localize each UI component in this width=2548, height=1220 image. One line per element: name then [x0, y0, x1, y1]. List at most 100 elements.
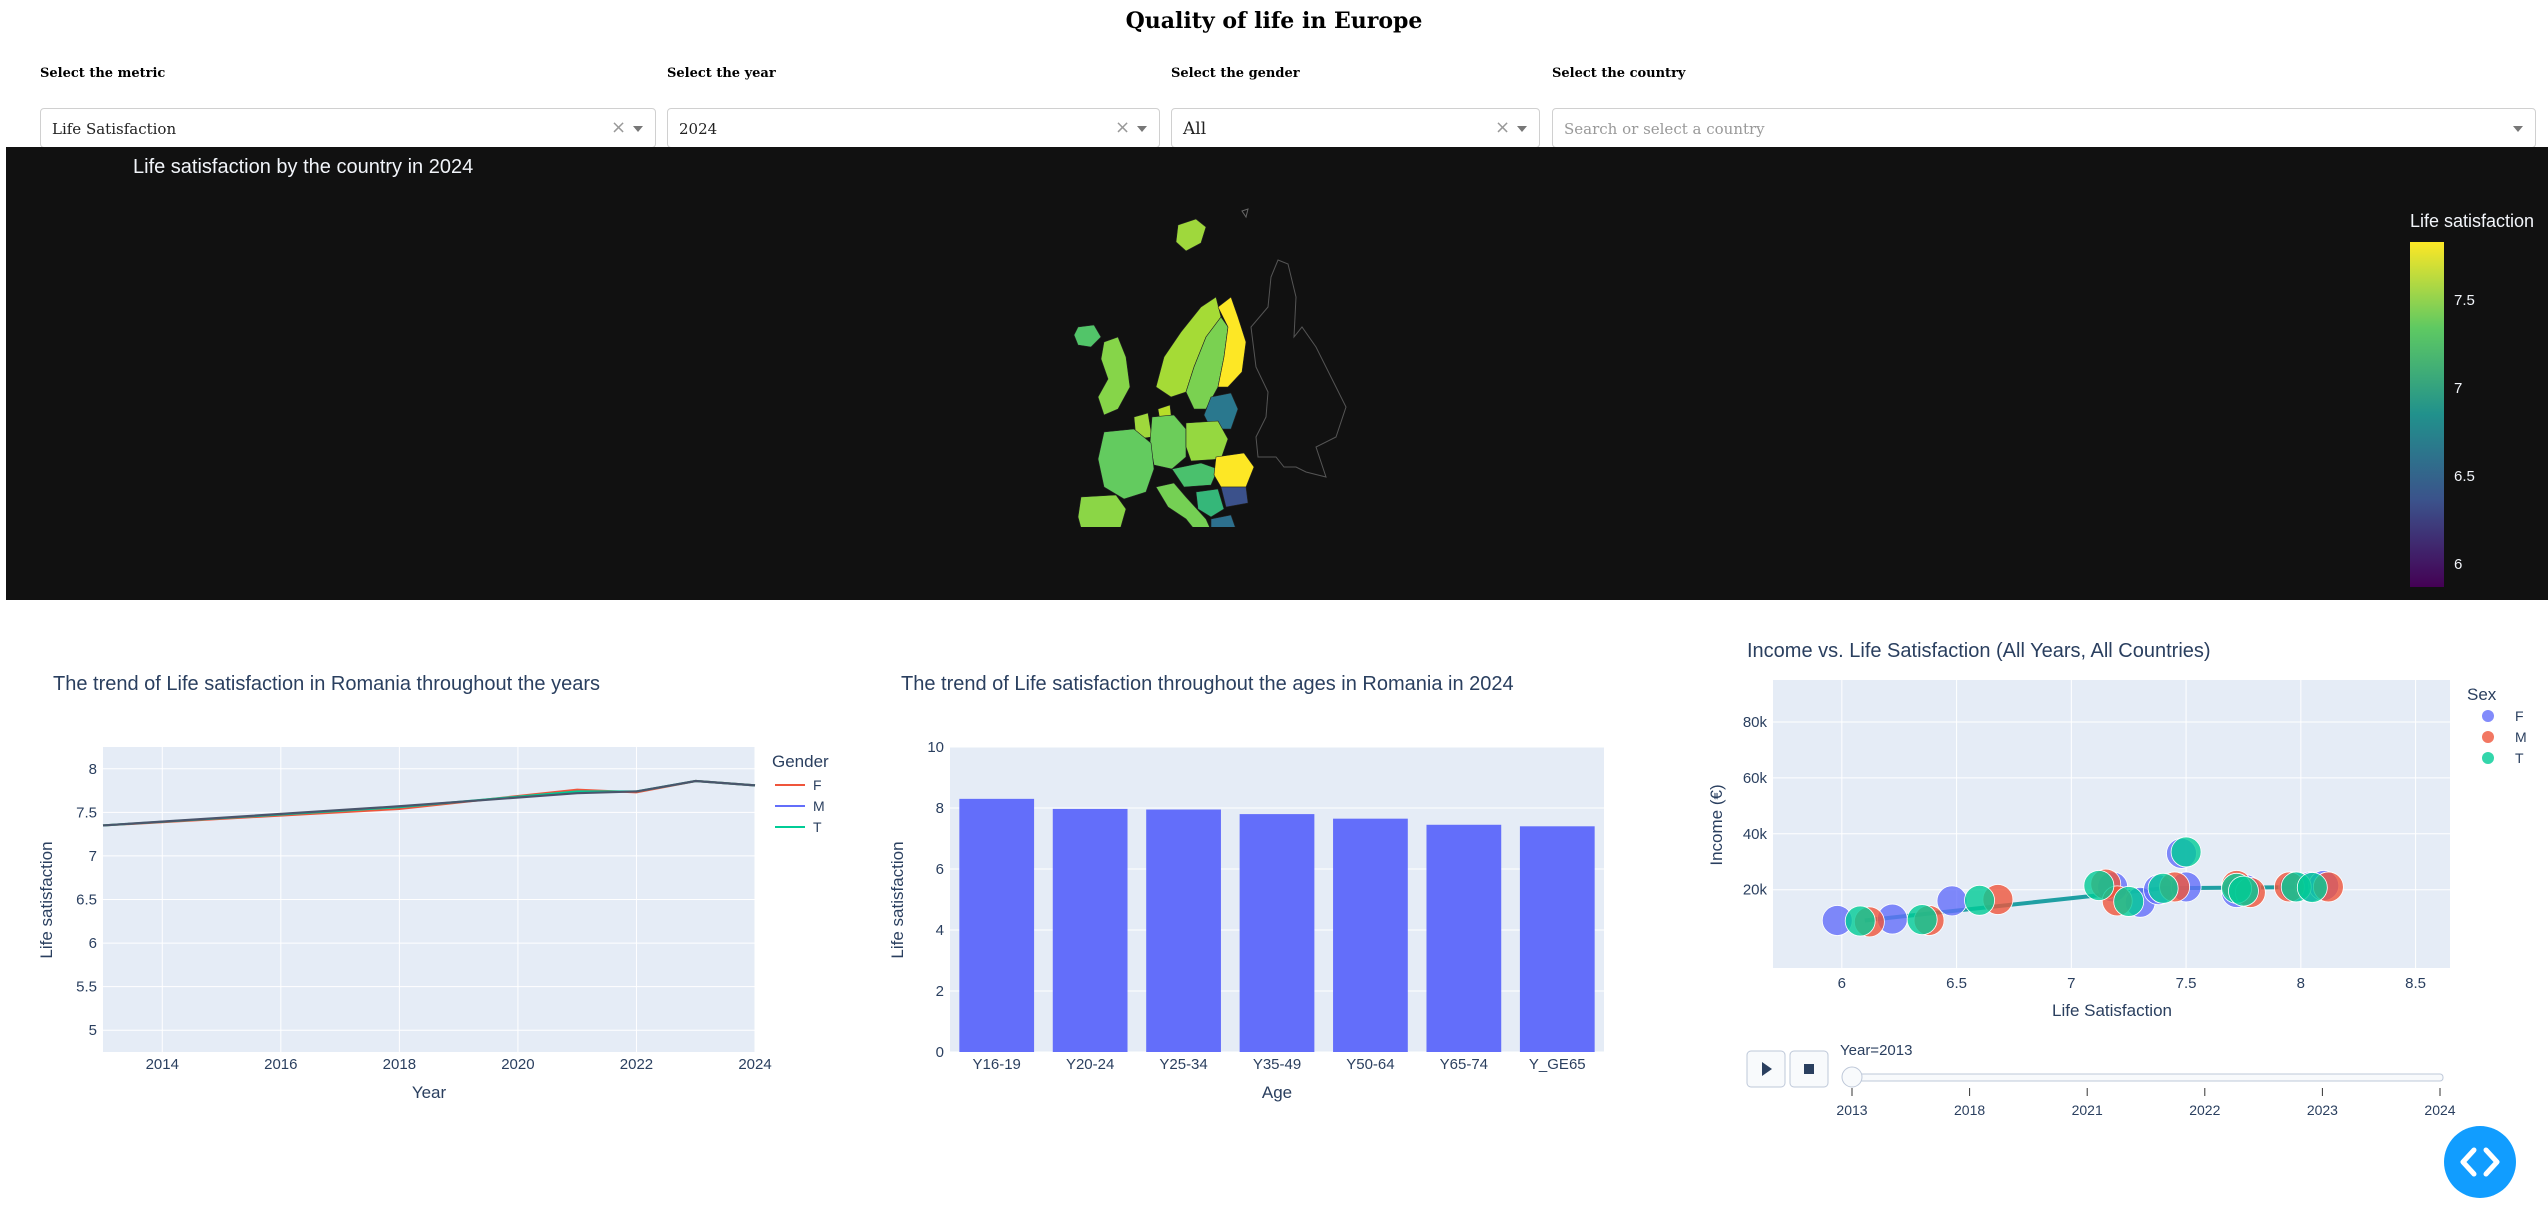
code-brackets-icon: [2460, 1147, 2500, 1177]
year-dropdown[interactable]: 2024 ×: [667, 108, 1160, 148]
slider-step-label: 2023: [2307, 1102, 2338, 1118]
colorbar-tick-6: 6: [2454, 556, 2463, 573]
stop-icon: [1804, 1064, 1814, 1074]
year-label: Select the year: [667, 66, 776, 81]
colorbar: [2410, 242, 2444, 587]
line-y-tick-label: 7: [89, 848, 97, 865]
country-italy[interactable]: [1155, 482, 1214, 527]
line-legend-label-m: M: [813, 798, 825, 814]
trend-line-chart[interactable]: The trend of Life satisfaction in Romani…: [0, 640, 860, 1120]
scatter-point-t: [2228, 875, 2259, 907]
year-slider-track[interactable]: [1842, 1073, 2444, 1082]
year-chevron-down-icon[interactable]: [1137, 126, 1147, 132]
bar-y-axis-label: Life satisfaction: [888, 841, 907, 958]
year-slider-handle[interactable]: [1841, 1066, 1863, 1088]
slider-step-label: 2022: [2189, 1102, 2220, 1118]
country-dropdown[interactable]: Search or select a country: [1552, 108, 2536, 148]
scatter-legend-label-m: M: [2515, 729, 2527, 745]
gender-clear-icon[interactable]: ×: [1495, 117, 1511, 138]
country-finland[interactable]: [1217, 296, 1247, 388]
year-value: 2024: [679, 120, 718, 138]
no-data-island: [1241, 208, 1249, 219]
colorbar-tick-75: 7.5: [2454, 292, 2475, 309]
scatter-point-t: [1964, 884, 1995, 916]
metric-chevron-down-icon[interactable]: [633, 126, 643, 132]
choropleth-map[interactable]: Life satisfaction by the country in 2024: [6, 147, 2548, 600]
play-button[interactable]: [1746, 1050, 1786, 1088]
scatter-legend-swatch-t: [2482, 752, 2494, 764]
metric-label: Select the metric: [40, 66, 166, 81]
line-x-tick-label: 2022: [620, 1056, 653, 1073]
scatter-legend-swatch-f: [2482, 710, 2494, 722]
map-title: Life satisfaction by the country in 2024: [133, 156, 474, 178]
country-balkans[interactable]: [1195, 488, 1225, 518]
metric-value: Life Satisfaction: [52, 120, 177, 138]
gender-dropdown[interactable]: All ×: [1171, 108, 1540, 148]
bar-y25-34: [1146, 809, 1221, 1052]
scatter-point-t: [2147, 872, 2179, 904]
country-france[interactable]: [1097, 428, 1155, 500]
country-iceland[interactable]: [1175, 218, 1207, 252]
metric-clear-icon[interactable]: ×: [611, 117, 627, 138]
bar-y20-24: [1052, 808, 1128, 1052]
country-ireland[interactable]: [1073, 324, 1102, 348]
bar-x-tick-label: Y50-64: [1346, 1056, 1394, 1073]
slider-step-label: 2021: [2072, 1102, 2103, 1118]
line-legend-label-f: F: [813, 777, 822, 793]
europe-map[interactable]: [1006, 197, 1366, 527]
devtools-toggle-button[interactable]: [2444, 1126, 2516, 1198]
line-x-tick-label: 2024: [738, 1056, 771, 1073]
scatter-x-tick-label: 7.5: [2176, 975, 2197, 992]
line-y-tick-label: 8: [89, 761, 97, 778]
line-x-tick-label: 2018: [383, 1056, 416, 1073]
scatter-point-t: [1906, 904, 1938, 936]
line-chart-title: The trend of Life satisfaction in Romani…: [53, 673, 600, 695]
scatter-legend-label-t: T: [2515, 750, 2524, 766]
country-iberia[interactable]: [1077, 494, 1127, 527]
scatter-x-tick-label: 7: [2067, 975, 2075, 992]
bar-y_ge65: [1519, 826, 1595, 1052]
age-bar-chart[interactable]: The trend of Life satisfaction throughou…: [860, 640, 1620, 1120]
scatter-point-t: [1844, 905, 1876, 937]
line-y-tick-label: 7.5: [76, 804, 97, 821]
scatter-y-tick-label: 40k: [1743, 826, 1768, 843]
line-legend-label-t: T: [813, 819, 822, 835]
scatter-point-t: [2170, 836, 2202, 868]
year-clear-icon[interactable]: ×: [1115, 117, 1131, 138]
country-chevron-down-icon[interactable]: [2513, 126, 2523, 132]
scatter-legend-swatch-m: [2482, 731, 2494, 743]
bar-y35-49: [1239, 814, 1315, 1052]
country-greece[interactable]: [1210, 514, 1238, 527]
scatter-legend-title: Sex: [2467, 685, 2497, 704]
gender-chevron-down-icon[interactable]: [1517, 126, 1527, 132]
metric-dropdown[interactable]: Life Satisfaction ×: [40, 108, 656, 148]
scatter-x-tick-label: 6.5: [1946, 975, 1967, 992]
bar-x-tick-label: Y25-34: [1159, 1056, 1207, 1073]
slider-step-label: 2013: [1836, 1102, 1867, 1118]
country-bulgaria[interactable]: [1220, 486, 1249, 508]
country-uk[interactable]: [1097, 336, 1131, 416]
bar-x-tick-label: Y_GE65: [1529, 1056, 1586, 1073]
line-y-tick-label: 5: [89, 1022, 97, 1039]
line-x-tick-label: 2014: [146, 1056, 179, 1073]
scatter-y-axis-label: Income (€): [1707, 784, 1726, 865]
line-y-axis-label: Life satisfaction: [37, 841, 56, 958]
scatter-point-f: [1936, 885, 1968, 917]
line-y-tick-label: 5.5: [76, 979, 97, 996]
country-central-europe[interactable]: [1171, 462, 1219, 488]
gender-label: Select the gender: [1171, 66, 1300, 81]
gender-value: All: [1183, 119, 1207, 139]
country-placeholder: Search or select a country: [1564, 120, 1765, 138]
stop-button[interactable]: [1789, 1050, 1829, 1088]
country-romania[interactable]: [1213, 452, 1255, 488]
bar-y50-64: [1333, 818, 1408, 1052]
scatter-x-tick-label: 6: [1838, 975, 1846, 992]
income-scatter-chart[interactable]: Income vs. Life Satisfaction (All Years,…: [1700, 620, 2548, 1140]
country-germany[interactable]: [1149, 414, 1187, 470]
scatter-point-t: [2296, 872, 2328, 903]
bar-x-tick-label: Y65-74: [1440, 1056, 1488, 1073]
country-baltics[interactable]: [1203, 392, 1239, 430]
no-data-region: [1250, 259, 1347, 478]
line-y-tick-label: 6: [89, 935, 97, 952]
colorbar-tick-7: 7: [2454, 380, 2463, 397]
